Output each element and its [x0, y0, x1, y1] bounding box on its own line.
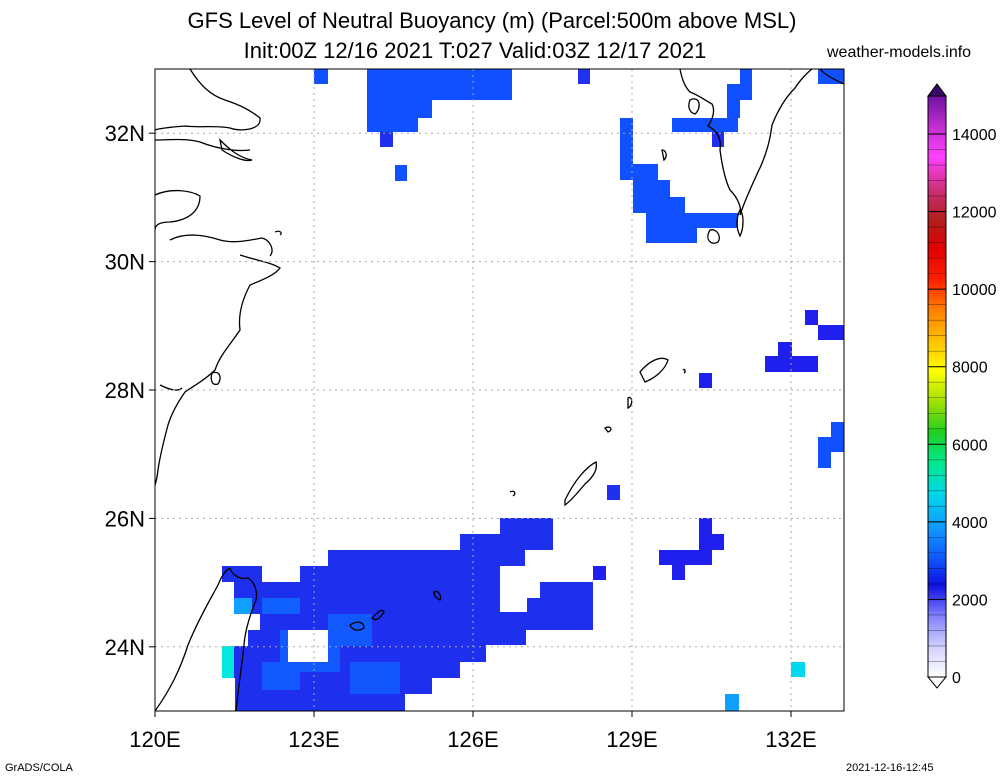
footer-left: GrADS/COLA — [5, 762, 73, 774]
x-tick-label: 120E — [129, 727, 180, 752]
colorbar-top-arrow — [927, 83, 947, 97]
grid-lines — [155, 69, 844, 711]
colorbar: 0 2000 4000 6000 8000 10000 12000 14000 — [926, 83, 997, 689]
x-axis: 120E 123E 126E 129E 132E — [129, 711, 817, 752]
y-tick-label: 24N — [105, 635, 145, 660]
colorbar-label: 10000 — [952, 282, 997, 299]
colorbar-label: 12000 — [952, 205, 997, 222]
colorbar-label: 6000 — [952, 437, 988, 454]
y-tick-label: 32N — [105, 121, 145, 146]
buoyancy-fill-layer — [222, 69, 844, 711]
colorbar-label: 8000 — [952, 360, 988, 377]
colorbar-body — [927, 95, 947, 678]
colorbar-bottom-arrow — [926, 676, 948, 689]
y-axis: 24N 26N 28N 30N 32N — [105, 121, 155, 660]
colorbar-label: 0 — [952, 670, 961, 687]
coastline-layer — [155, 69, 844, 711]
site-label: weather-models.info — [827, 44, 972, 61]
footer-right: 2021-12-16-12:45 — [846, 762, 934, 774]
y-tick-label: 26N — [105, 506, 145, 531]
title-line1: GFS Level of Neutral Buoyancy (m) (Parce… — [187, 8, 797, 33]
colorbar-label: 4000 — [952, 515, 988, 532]
x-tick-label: 126E — [447, 727, 498, 752]
x-tick-label: 129E — [606, 727, 657, 752]
y-tick-label: 30N — [105, 250, 145, 275]
colorbar-label: 2000 — [952, 592, 988, 609]
title-line2: Init:00Z 12/16 2021 T:027 Valid:03Z 12/1… — [243, 38, 707, 63]
colorbar-label: 14000 — [952, 127, 997, 144]
x-tick-label: 123E — [288, 727, 339, 752]
x-tick-label: 132E — [765, 727, 816, 752]
y-tick-label: 28N — [105, 378, 145, 403]
